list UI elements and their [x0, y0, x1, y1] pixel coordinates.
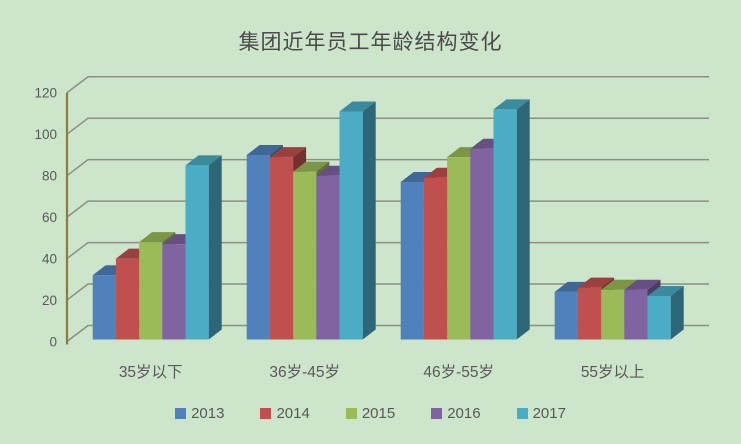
legend-label: 2017	[532, 405, 566, 422]
y-axis-tick-label: 60	[42, 210, 57, 225]
bar-top-face	[400, 171, 437, 182]
chart-title: 集团近年员工年龄结构变化	[238, 30, 503, 54]
bar-side-face	[208, 155, 222, 340]
x-axis-category-label: 36岁-45岁	[269, 363, 340, 381]
legend-swatch	[175, 408, 187, 419]
legend: 2013 2014 2015 2016 2017	[0, 405, 741, 422]
gridline	[66, 117, 709, 135]
bar	[647, 285, 684, 340]
y-axis-tick-label: 0	[49, 335, 57, 350]
legend-label: 2013	[191, 405, 225, 422]
bar-front-face	[269, 157, 294, 340]
gridline	[66, 200, 709, 218]
bar-front-face	[339, 111, 363, 340]
bar-front-face	[447, 157, 471, 340]
x-axis-category-label: 35岁以下	[119, 363, 183, 381]
legend-label: 2014	[276, 405, 310, 422]
bar-front-face	[601, 289, 625, 340]
bar-side-face	[516, 99, 530, 340]
bar-top-face	[139, 232, 176, 243]
bar-front-face	[92, 275, 116, 340]
legend-swatch	[516, 408, 528, 419]
bar-front-face	[115, 258, 140, 340]
legend-item: 2017	[516, 405, 566, 422]
bar-top-face	[493, 99, 530, 110]
bar	[339, 101, 376, 340]
bar-top-face	[601, 279, 638, 290]
bar-front-face	[293, 171, 317, 340]
bar-top-face	[269, 147, 307, 158]
bar-front-face	[624, 289, 648, 340]
bar-front-face	[554, 291, 578, 340]
bar-top-face	[624, 279, 661, 290]
gridline	[66, 158, 709, 177]
legend-item: 2016	[431, 405, 481, 422]
y-axis-tick-label: 80	[42, 169, 57, 184]
bar-front-face	[400, 181, 424, 340]
bar	[185, 155, 222, 340]
bar	[493, 99, 530, 340]
bar-front-face	[423, 177, 448, 340]
bar-top-face	[554, 281, 591, 292]
bar-front-face	[493, 109, 517, 340]
legend-item: 2015	[345, 405, 396, 422]
bar-side-face	[670, 285, 684, 340]
bar-top-face	[246, 145, 283, 156]
legend-item: 2013	[175, 405, 224, 422]
bar-front-face	[470, 148, 494, 340]
y-axis-tick-label: 100	[34, 127, 57, 142]
bar-front-face	[139, 242, 163, 340]
bar-top-face	[647, 285, 684, 296]
bar-front-face	[316, 175, 340, 340]
legend-swatch	[260, 408, 272, 419]
legend-label: 2016	[447, 405, 481, 422]
bar-front-face	[246, 155, 270, 340]
bar-side-face	[362, 101, 376, 340]
bar-top-face	[577, 277, 615, 288]
bar-top-face	[339, 101, 376, 112]
y-axis-tick-label: 20	[42, 293, 57, 308]
x-axis-category-label: 55岁以上	[581, 363, 645, 381]
legend-swatch	[431, 408, 443, 419]
bar-top-face	[185, 155, 222, 166]
bar-front-face	[162, 244, 186, 340]
y-axis-tick-label: 120	[34, 86, 57, 101]
bar-front-face	[577, 287, 602, 340]
gridline	[66, 75, 709, 94]
legend-item: 2014	[260, 405, 310, 422]
legend-swatch	[345, 408, 357, 419]
x-axis-category-label: 46岁-55岁	[423, 363, 494, 381]
bar-top-face	[293, 161, 330, 172]
bar-front-face	[647, 295, 671, 340]
y-axis-tick-label: 40	[42, 252, 57, 267]
legend-label: 2015	[361, 405, 396, 422]
bar-front-face	[185, 165, 209, 340]
